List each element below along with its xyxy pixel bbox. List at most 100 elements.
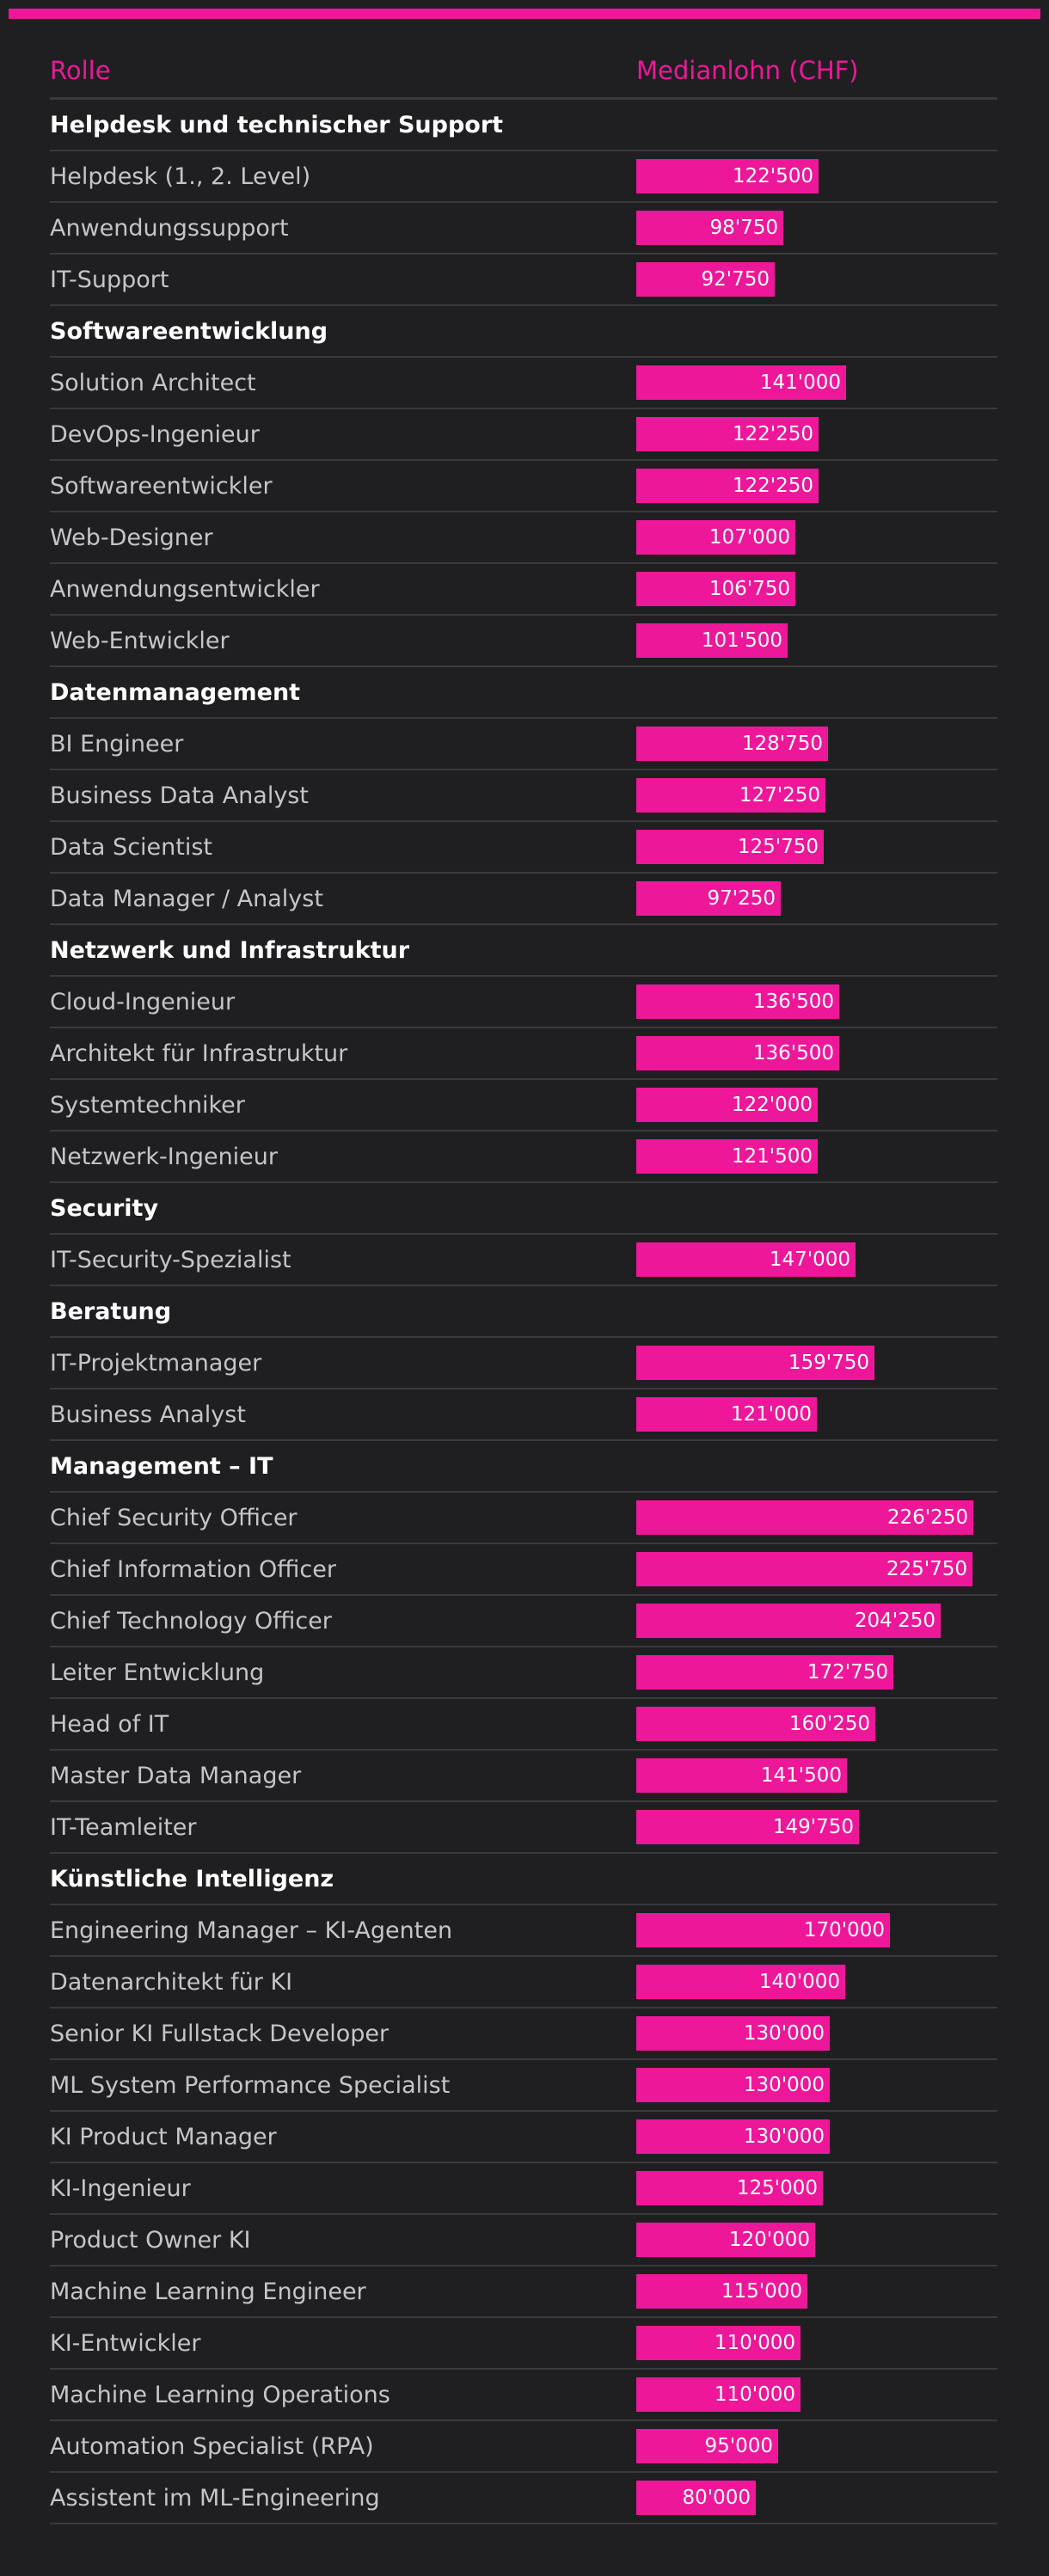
bar-value-label: 106'750 bbox=[709, 578, 790, 600]
salary-bar: 80'000 bbox=[636, 2481, 756, 2515]
table-row: Assistent im ML-Engineering 80'000 bbox=[50, 2473, 997, 2524]
bar-value-label: 120'000 bbox=[728, 2229, 810, 2251]
salary-bar-table: Rolle Medianlohn (CHF) Helpdesk und tech… bbox=[50, 43, 997, 2524]
table-row: Datenarchitekt für KI 140'000 bbox=[50, 1957, 997, 2009]
table-row: Master Data Manager 141'500 bbox=[50, 1751, 997, 1802]
bar-cell: 136'500 bbox=[636, 1036, 997, 1070]
bar-cell: 172'750 bbox=[636, 1655, 997, 1690]
table-row: Business Data Analyst 127'250 bbox=[50, 770, 997, 822]
bar-value-label: 159'750 bbox=[788, 1352, 869, 1374]
salary-bar: 92'750 bbox=[636, 262, 775, 297]
table-row: IT-Support 92'750 bbox=[50, 255, 997, 306]
salary-bar: 120'000 bbox=[636, 2223, 815, 2257]
bar-value-label: 172'750 bbox=[807, 1661, 888, 1684]
salary-bar: 141'500 bbox=[636, 1758, 847, 1793]
salary-bar: 106'750 bbox=[636, 572, 795, 606]
salary-bar: 125'000 bbox=[636, 2171, 823, 2205]
table-row: DevOps-Ingenieur 122'250 bbox=[50, 409, 997, 461]
salary-bar: 159'750 bbox=[636, 1346, 874, 1380]
role-label: Automation Specialist (RPA) bbox=[50, 2432, 374, 2460]
category-row: Datenmanagement bbox=[50, 667, 997, 719]
role-label: Web-Entwickler bbox=[50, 627, 230, 654]
table-row: Helpdesk (1., 2. Level) 122'500 bbox=[50, 151, 997, 203]
bar-value-label: 160'250 bbox=[788, 1713, 870, 1735]
bar-cell: 115'000 bbox=[636, 2274, 997, 2309]
table-header: Rolle Medianlohn (CHF) bbox=[50, 43, 997, 100]
table-row: IT-Teamleiter 149'750 bbox=[50, 1802, 997, 1854]
salary-bar: 170'000 bbox=[636, 1913, 890, 1947]
bar-cell: 170'000 bbox=[636, 1913, 997, 1947]
role-label: Data Manager / Analyst bbox=[50, 885, 323, 912]
category-row: Management – IT bbox=[50, 1441, 997, 1493]
category-row: Helpdesk und technischer Support bbox=[50, 100, 997, 151]
salary-bar: 130'000 bbox=[636, 2016, 830, 2051]
bar-cell: 110'000 bbox=[636, 2377, 997, 2412]
salary-bar: 204'250 bbox=[636, 1604, 941, 1638]
bar-cell: 130'000 bbox=[636, 2016, 997, 2051]
bar-cell: 110'000 bbox=[636, 2326, 997, 2360]
table-row: Solution Architect 141'000 bbox=[50, 358, 997, 409]
table-row: Senior KI Fullstack Developer 130'000 bbox=[50, 2009, 997, 2060]
salary-bar: 149'750 bbox=[636, 1810, 859, 1844]
table-row: Product Owner KI 120'000 bbox=[50, 2215, 997, 2266]
table-row: Web-Designer 107'000 bbox=[50, 512, 997, 564]
bar-value-label: 92'750 bbox=[701, 268, 770, 291]
bar-cell: 226'250 bbox=[636, 1500, 997, 1535]
table-row: Netzwerk-Ingenieur 121'500 bbox=[50, 1132, 997, 1183]
role-label: Chief Information Officer bbox=[50, 1555, 336, 1583]
bar-value-label: 128'750 bbox=[741, 733, 823, 755]
salary-bar: 160'250 bbox=[636, 1707, 875, 1741]
salary-bar: 121'000 bbox=[636, 1397, 817, 1432]
table-row: Data Manager / Analyst 97'250 bbox=[50, 874, 997, 925]
salary-bar: 226'250 bbox=[636, 1500, 973, 1535]
role-label: KI-Entwickler bbox=[50, 2329, 201, 2357]
bar-cell: 147'000 bbox=[636, 1242, 997, 1277]
table-row: KI Product Manager 130'000 bbox=[50, 2112, 997, 2163]
role-label: Machine Learning Engineer bbox=[50, 2278, 366, 2305]
category-row: Künstliche Intelligenz bbox=[50, 1854, 997, 1905]
table-row: Head of IT 160'250 bbox=[50, 1699, 997, 1751]
bar-cell: 159'750 bbox=[636, 1346, 997, 1380]
role-label: Netzwerk-Ingenieur bbox=[50, 1143, 279, 1170]
role-label: IT-Security-Spezialist bbox=[50, 1246, 291, 1273]
bar-cell: 101'500 bbox=[636, 623, 997, 658]
role-label: Engineering Manager – KI-Agenten bbox=[50, 1917, 453, 1944]
salary-bar: 110'000 bbox=[636, 2326, 801, 2360]
role-label: Leiter Entwicklung bbox=[50, 1659, 265, 1686]
table-row: Engineering Manager – KI-Agenten 170'000 bbox=[50, 1905, 997, 1957]
table-row: Machine Learning Engineer 115'000 bbox=[50, 2266, 997, 2318]
role-label: IT-Teamleiter bbox=[50, 1813, 197, 1841]
table-row: Anwendungsentwickler 106'750 bbox=[50, 564, 997, 616]
bar-value-label: 130'000 bbox=[743, 2125, 825, 2148]
bar-cell: 95'000 bbox=[636, 2429, 997, 2463]
bar-cell: 120'000 bbox=[636, 2223, 997, 2257]
role-label: Architekt für Infrastruktur bbox=[50, 1040, 348, 1067]
bar-cell: 122'000 bbox=[636, 1088, 997, 1122]
bar-value-label: 115'000 bbox=[721, 2280, 802, 2303]
salary-bar: 147'000 bbox=[636, 1242, 856, 1277]
role-label: Product Owner KI bbox=[50, 2226, 251, 2254]
salary-bar: 136'500 bbox=[636, 1036, 839, 1070]
table-row: Leiter Entwicklung 172'750 bbox=[50, 1647, 997, 1699]
table-row: Systemtechniker 122'000 bbox=[50, 1080, 997, 1132]
role-label: Machine Learning Operations bbox=[50, 2381, 390, 2408]
bar-value-label: 98'750 bbox=[709, 217, 779, 239]
bar-cell: 121'500 bbox=[636, 1139, 997, 1174]
table-row: IT-Security-Spezialist 147'000 bbox=[50, 1235, 997, 1286]
bar-value-label: 95'000 bbox=[704, 2435, 774, 2457]
salary-bar: 110'000 bbox=[636, 2377, 801, 2412]
role-label: Chief Security Officer bbox=[50, 1504, 298, 1531]
role-label: Chief Technology Officer bbox=[50, 1607, 332, 1635]
category-row: Security bbox=[50, 1183, 997, 1235]
bar-cell: 107'000 bbox=[636, 520, 997, 555]
bar-cell: 125'750 bbox=[636, 830, 997, 864]
table-row: IT-Projektmanager 159'750 bbox=[50, 1338, 997, 1389]
role-label: Anwendungsentwickler bbox=[50, 575, 320, 603]
bar-value-label: 147'000 bbox=[769, 1248, 850, 1271]
role-label: Business Analyst bbox=[50, 1401, 246, 1428]
table-row: Automation Specialist (RPA) 95'000 bbox=[50, 2421, 997, 2473]
bar-cell: 225'750 bbox=[636, 1552, 997, 1586]
table-row: Softwareentwickler 122'250 bbox=[50, 461, 997, 512]
bar-value-label: 125'750 bbox=[737, 836, 819, 858]
salary-bar: 225'750 bbox=[636, 1552, 972, 1586]
